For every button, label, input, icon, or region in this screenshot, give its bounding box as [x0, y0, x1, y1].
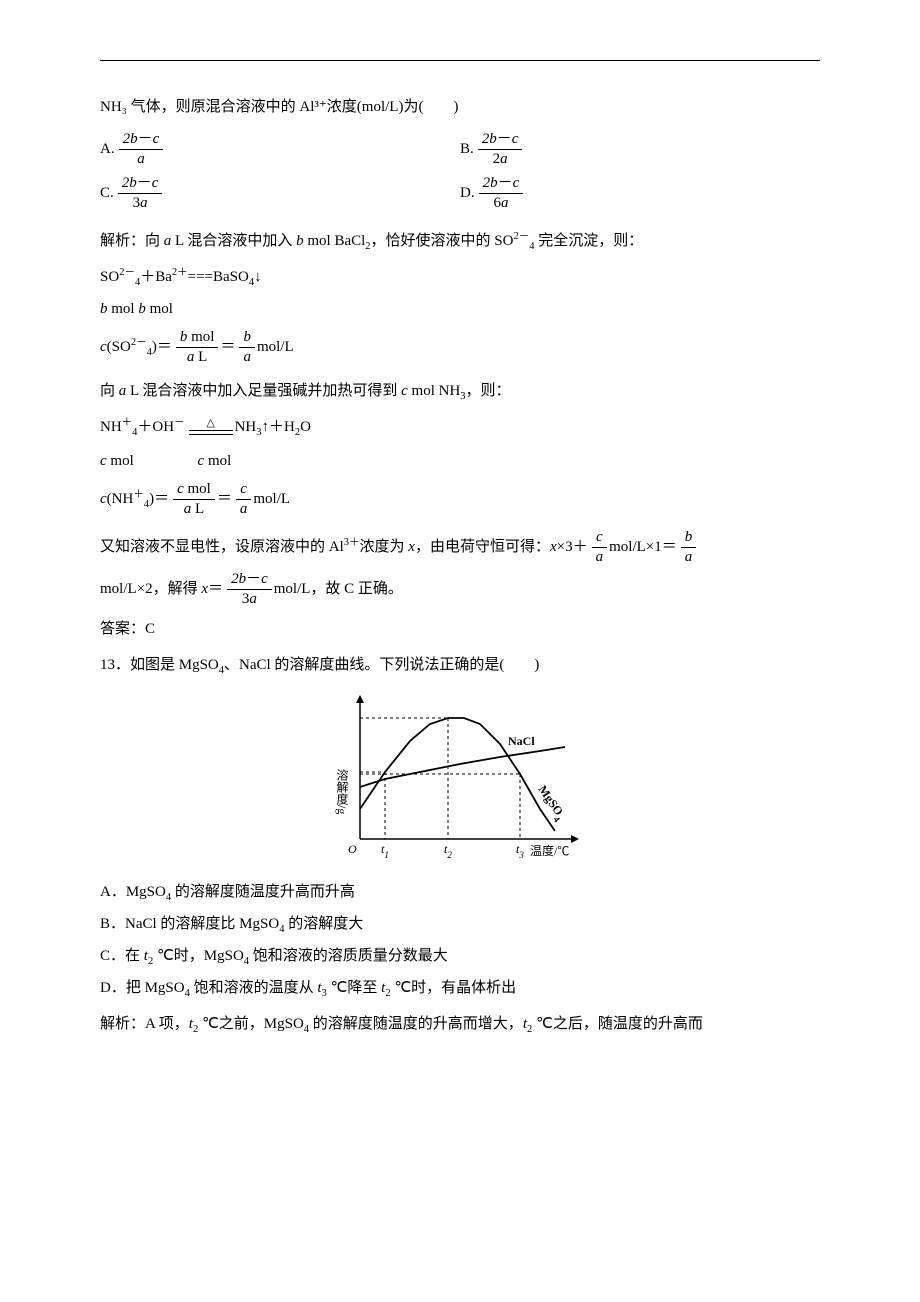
q13-explain: 解析：A 项，t2 ℃之前，MgSO4 的溶解度随温度的升高而增大，t2 ℃之后… [100, 1010, 820, 1038]
charge-line2-pre: mol/L×2，解得 x＝ [100, 575, 223, 603]
svg-text:O: O [348, 842, 357, 856]
fraction: 2b－c a [119, 131, 164, 167]
q12-charge-line2: mol/L×2，解得 x＝ 2b－c 3a mol/L，故 C 正确。 [100, 571, 820, 607]
fraction: c mol a L [173, 481, 215, 517]
q13-opt-b: B．NaCl 的溶解度比 MgSO4 的溶解度大 [100, 910, 820, 938]
frac-num: 2b－c [478, 131, 523, 150]
fraction: c a [592, 529, 608, 565]
frac-num: 2b－c [479, 175, 524, 194]
so4-label: c(SO2－4)＝ [100, 333, 172, 361]
option-label: B. [460, 141, 474, 158]
q13-stem: 13．如图是 MgSO4、NaCl 的溶解度曲线。下列说法正确的是( ) [100, 651, 820, 679]
option-d: D. 2b－c 6a [460, 175, 820, 211]
q12-eq2: NH＋4＋OH－ △ NH3↑＋H2O [100, 413, 820, 441]
eq2-left: NH＋4＋OH－ [100, 413, 185, 441]
frac-den: a [239, 348, 255, 366]
unit: mol/L [253, 485, 290, 513]
q12-eq2-amounts: c mol c mol [100, 447, 820, 475]
document-page: NH₃ 气体，则原混合溶液中的 Al³⁺浓度(mol/L)为( ) A. 2b－… [0, 0, 920, 1082]
fraction: b a [239, 329, 255, 365]
nh4-label: c(NH＋4)＝ [100, 485, 169, 513]
svg-text:t3: t3 [516, 842, 524, 859]
q12-stem: NH₃ 气体，则原混合溶液中的 Al³⁺浓度(mol/L)为( ) [100, 93, 820, 121]
q12-eq1: SO2－4＋Ba2＋===BaSO4↓ [100, 263, 820, 291]
svg-text:溶解度/g: 溶解度/g [335, 768, 349, 815]
frac-den: a [681, 548, 697, 566]
frac-num: 2b－c [227, 571, 272, 590]
eq2-right: NH3↑＋H2O [235, 413, 311, 441]
fraction: 2b－c 6a [479, 175, 524, 211]
q13-opt-d: D．把 MgSO4 饱和溶液的温度从 t3 ℃降至 t2 ℃时，有晶体析出 [100, 974, 820, 1002]
fraction: c a [236, 481, 252, 517]
svg-text:t2: t2 [444, 842, 452, 859]
fraction: 2b－c 3a [227, 571, 272, 607]
frac-num: b [681, 529, 697, 548]
q13-opt-c: C．在 t2 ℃时，MgSO4 饱和溶液的溶质质量分数最大 [100, 942, 820, 970]
equals: ＝ [217, 485, 232, 513]
q12-nh4-conc: c(NH＋4)＝ c mol a L ＝ c a mol/L [100, 481, 820, 517]
frac-num: c mol [173, 481, 215, 500]
q12-explain2: 向 a L 混合溶液中加入足量强碱并加热可得到 c mol NH3，则： [100, 377, 820, 405]
q12-answer: 答案：C [100, 615, 820, 643]
option-a: A. 2b－c a [100, 131, 460, 167]
svg-text:NaCl: NaCl [508, 734, 535, 748]
svg-text:温度/℃: 温度/℃ [530, 843, 569, 858]
svg-text:t1: t1 [381, 842, 389, 859]
unit: mol/L [257, 333, 294, 361]
fraction: b mol a L [176, 329, 219, 365]
frac-den: a L [183, 348, 211, 366]
frac-den: 2a [489, 150, 512, 168]
frac-den: a [236, 500, 252, 518]
frac-den: 3a [129, 194, 152, 212]
frac-den: a [133, 150, 149, 168]
frac-num: b mol [176, 329, 219, 348]
fraction: b a [681, 529, 697, 565]
option-label: D. [460, 185, 475, 202]
q12-explain1: 解析：向 a L 混合溶液中加入 b mol BaCl2，恰好使溶液中的 SO2… [100, 227, 820, 255]
frac-num: c [236, 481, 251, 500]
charge-mid: mol/L×1＝ [609, 533, 677, 561]
option-c: C. 2b－c 3a [100, 175, 460, 211]
q13-opt-a: A．MgSO4 的溶解度随温度升高而升高 [100, 878, 820, 906]
frac-num: 2b－c [119, 131, 164, 150]
q12-so4-conc: c(SO2－4)＝ b mol a L ＝ b a mol/L [100, 329, 820, 365]
chart-svg: 溶解度/g温度/℃Ot1t2t3NaClMgSO4 [330, 689, 590, 859]
frac-den: a [592, 548, 608, 566]
charge-line2-post: mol/L，故 C 正确。 [274, 575, 403, 603]
frac-den: 3a [238, 590, 261, 608]
q12-eq1-amounts: b mol b mol [100, 295, 820, 323]
charge-pre: 又知溶液不显电性，设原溶液中的 Al3＋浓度为 x，由电荷守恒可得：x×3＋ [100, 533, 588, 561]
solubility-chart: 溶解度/g温度/℃Ot1t2t3NaClMgSO4 [100, 689, 820, 864]
heat-arrow-icon: △ [189, 418, 233, 436]
option-label: A. [100, 141, 115, 158]
frac-num: 2b－c [118, 175, 163, 194]
option-label: C. [100, 185, 114, 202]
frac-den: a L [180, 500, 208, 518]
q12-charge-line1: 又知溶液不显电性，设原溶液中的 Al3＋浓度为 x，由电荷守恒可得：x×3＋ c… [100, 529, 820, 565]
fraction: 2b－c 3a [118, 175, 163, 211]
frac-num: c [592, 529, 607, 548]
option-b: B. 2b－c 2a [460, 131, 820, 167]
fraction: 2b－c 2a [478, 131, 523, 167]
frac-den: 6a [489, 194, 512, 212]
q12-options: A. 2b－c a B. 2b－c 2a C. 2b－c 3a D. 2b－c [100, 127, 820, 215]
top-rule [100, 60, 820, 61]
frac-num: b [239, 329, 255, 348]
equals: ＝ [220, 333, 235, 361]
